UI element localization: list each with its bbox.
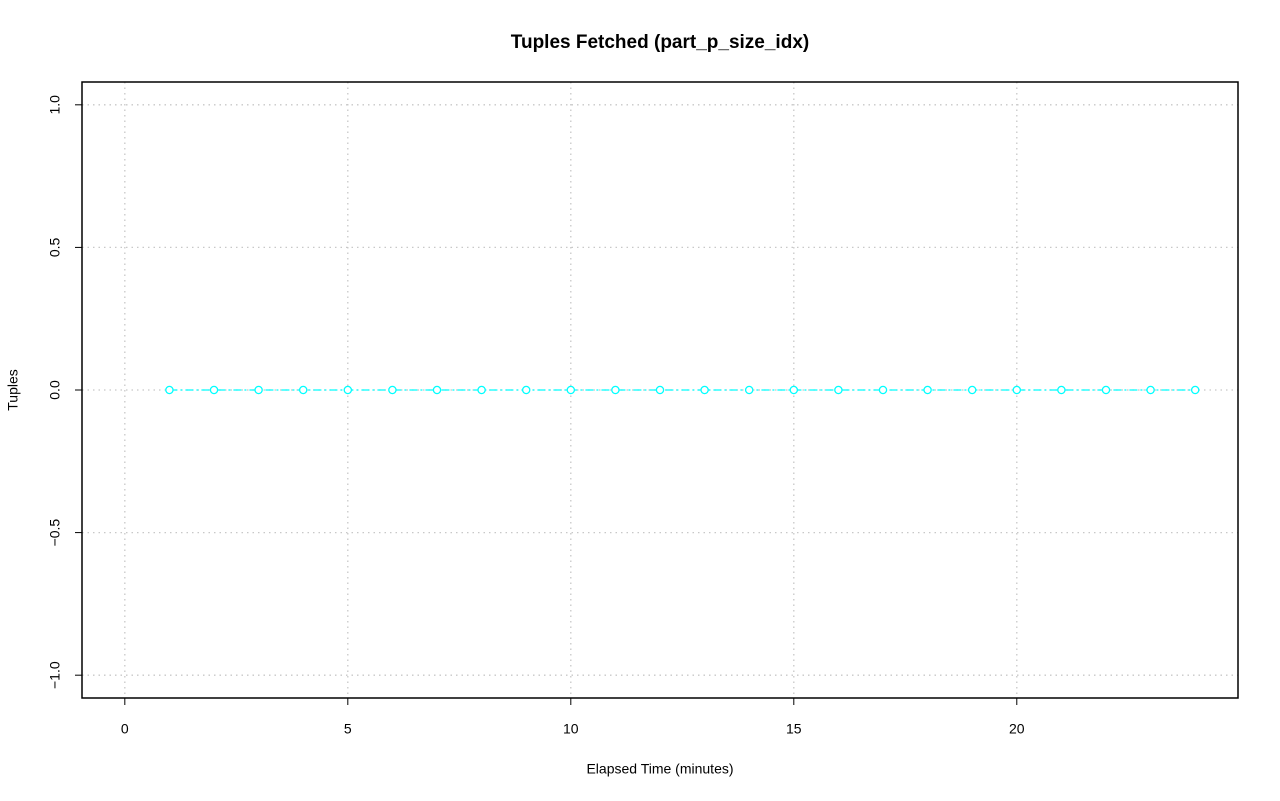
x-tick-label: 15 — [786, 721, 802, 737]
data-point — [566, 385, 576, 395]
data-point — [789, 385, 799, 395]
data-point — [1190, 385, 1200, 395]
y-tick-label: 0.0 — [47, 380, 63, 400]
y-axis-label: Tuples — [5, 369, 21, 411]
data-point — [1012, 385, 1022, 395]
data-point — [700, 385, 709, 395]
x-tick-label: 10 — [563, 721, 579, 737]
data-point — [1057, 385, 1066, 395]
data-point — [923, 385, 932, 395]
data-point — [655, 385, 665, 395]
data-point — [432, 385, 442, 395]
x-tick-label: 5 — [344, 721, 352, 737]
y-tick-label: 1.0 — [47, 95, 63, 115]
data-point — [298, 385, 308, 395]
data-point — [611, 385, 620, 395]
data-point — [967, 385, 977, 395]
data-point — [209, 385, 219, 395]
data-point — [744, 385, 754, 395]
y-tick-label: −1.0 — [47, 661, 63, 689]
x-tick-label: 0 — [121, 721, 129, 737]
y-tick-label: −0.5 — [47, 519, 63, 547]
data-point — [165, 385, 174, 395]
data-point — [878, 385, 888, 395]
data-point — [1101, 385, 1111, 395]
data-point — [388, 385, 397, 395]
y-tick-label: 0.5 — [47, 237, 63, 257]
data-point — [521, 385, 531, 395]
plot-frame — [81, 81, 1239, 699]
data-point — [477, 385, 486, 395]
x-tick-label: 20 — [1009, 721, 1025, 737]
data-point — [1146, 385, 1155, 395]
data-point — [834, 385, 843, 395]
data-point — [254, 385, 263, 395]
chart-title: Tuples Fetched (part_p_size_idx) — [511, 32, 809, 53]
x-axis-label: Elapsed Time (minutes) — [586, 761, 733, 777]
data-point — [343, 385, 353, 395]
